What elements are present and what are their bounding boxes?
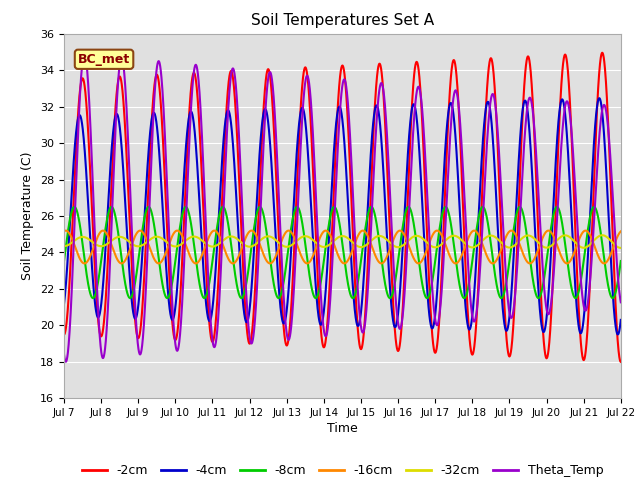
Title: Soil Temperatures Set A: Soil Temperatures Set A — [251, 13, 434, 28]
X-axis label: Time: Time — [327, 422, 358, 435]
Legend: -2cm, -4cm, -8cm, -16cm, -32cm, Theta_Temp: -2cm, -4cm, -8cm, -16cm, -32cm, Theta_Te… — [77, 459, 608, 480]
Text: BC_met: BC_met — [78, 53, 130, 66]
Y-axis label: Soil Temperature (C): Soil Temperature (C) — [22, 152, 35, 280]
